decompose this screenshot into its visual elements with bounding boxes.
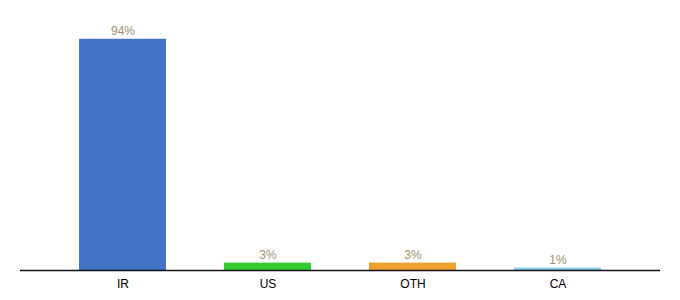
svg-text:3%: 3% — [259, 248, 277, 262]
svg-text:US: US — [260, 277, 277, 291]
svg-text:1%: 1% — [549, 253, 567, 267]
svg-text:CA: CA — [550, 277, 567, 291]
svg-text:94%: 94% — [111, 24, 135, 38]
svg-text:3%: 3% — [404, 248, 422, 262]
svg-text:IR: IR — [117, 277, 129, 291]
svg-text:OTH: OTH — [400, 277, 425, 291]
